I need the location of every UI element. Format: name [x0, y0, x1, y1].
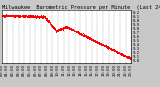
- Text: Milwaukee  Barometric Pressure per Minute  (Last 24 Hours): Milwaukee Barometric Pressure per Minute…: [2, 5, 160, 10]
